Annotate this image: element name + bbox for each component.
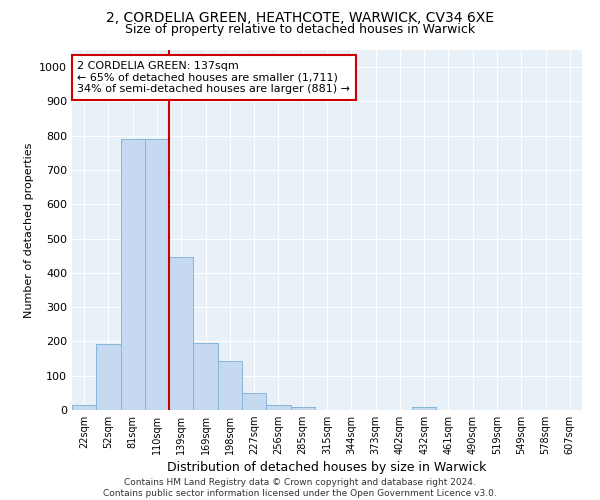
Bar xyxy=(145,139,169,410)
Bar xyxy=(290,406,315,410)
Bar xyxy=(96,344,121,410)
Bar xyxy=(121,139,145,410)
Bar xyxy=(72,405,96,410)
Bar xyxy=(218,361,242,410)
Bar xyxy=(290,406,315,410)
Bar xyxy=(242,393,266,410)
Bar xyxy=(193,344,218,410)
Text: Contains HM Land Registry data © Crown copyright and database right 2024.
Contai: Contains HM Land Registry data © Crown c… xyxy=(103,478,497,498)
Bar xyxy=(193,344,218,410)
Bar xyxy=(218,361,242,410)
Bar xyxy=(412,406,436,410)
Bar xyxy=(266,405,290,410)
Bar xyxy=(266,405,290,410)
Bar xyxy=(169,256,193,410)
Y-axis label: Number of detached properties: Number of detached properties xyxy=(23,142,34,318)
Bar xyxy=(242,393,266,410)
Bar xyxy=(121,139,145,410)
X-axis label: Distribution of detached houses by size in Warwick: Distribution of detached houses by size … xyxy=(167,462,487,474)
Bar xyxy=(169,256,193,410)
Text: 2, CORDELIA GREEN, HEATHCOTE, WARWICK, CV34 6XE: 2, CORDELIA GREEN, HEATHCOTE, WARWICK, C… xyxy=(106,11,494,25)
Text: 2 CORDELIA GREEN: 137sqm
← 65% of detached houses are smaller (1,711)
34% of sem: 2 CORDELIA GREEN: 137sqm ← 65% of detach… xyxy=(77,61,350,94)
Bar xyxy=(96,344,121,410)
Bar xyxy=(72,405,96,410)
Text: Size of property relative to detached houses in Warwick: Size of property relative to detached ho… xyxy=(125,22,475,36)
Bar xyxy=(145,139,169,410)
Bar xyxy=(412,406,436,410)
